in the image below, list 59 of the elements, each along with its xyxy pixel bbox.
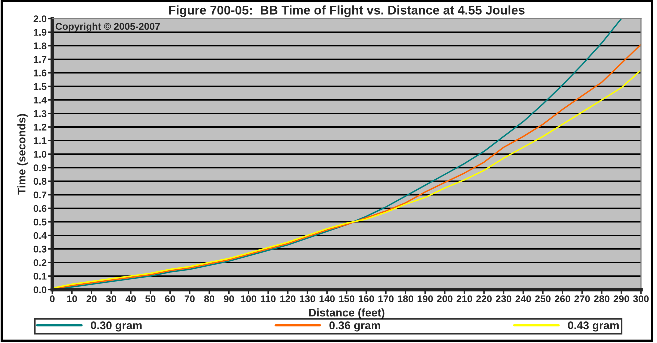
y-tick-label: 1.9 xyxy=(34,29,47,36)
y-tick-label: 1.6 xyxy=(34,70,47,77)
x-tick-label: 40 xyxy=(126,296,136,303)
x-tick-label: 230 xyxy=(496,296,512,303)
y-tick-label: 0.3 xyxy=(34,246,47,253)
x-tick-label: 160 xyxy=(359,296,374,303)
x-tick-label: 60 xyxy=(165,296,176,303)
y-tick-label: 1.3 xyxy=(34,110,47,118)
y-tick-label: 0.8 xyxy=(34,178,47,186)
y-tick-label: 0.5 xyxy=(34,218,47,226)
x-tick-label: 140 xyxy=(320,296,335,303)
x-tick-label: 260 xyxy=(554,296,570,303)
x-tick-label: 0 xyxy=(50,296,55,303)
y-tick-label: 0.2 xyxy=(34,259,47,266)
y-tick-label: 1.1 xyxy=(34,138,47,144)
y-tick-label: 0.6 xyxy=(34,205,47,212)
y-tick-label: 0.9 xyxy=(34,164,47,172)
x-tick-label: 150 xyxy=(339,296,355,303)
x-tick-label: 10 xyxy=(67,296,78,303)
y-axis-title: Time (seconds) xyxy=(18,114,28,195)
y-tick-label: 2.0 xyxy=(34,16,47,22)
y-tick-label: 1.2 xyxy=(34,124,47,131)
annotation: Copyright © 2005-2007 xyxy=(56,22,160,32)
x-tick-label: 220 xyxy=(476,296,492,303)
chart-title: Figure 700-05: BB Time of Flight vs. Distance at 4.55 Joules xyxy=(169,6,525,18)
x-tick-label: 270 xyxy=(574,296,590,303)
y-tick-label: 0.1 xyxy=(34,273,47,280)
x-tick-label: 280 xyxy=(594,296,610,303)
x-tick-label: 130 xyxy=(300,296,316,303)
x-tick-label: 80 xyxy=(204,296,215,303)
y-tick-label: 1.8 xyxy=(34,42,47,50)
legend-label: 0.30 gram xyxy=(91,322,142,332)
y-tick-label: 1.5 xyxy=(34,83,47,90)
legend-label: 0.43 gram xyxy=(568,322,619,332)
x-tick-label: 240 xyxy=(516,296,532,303)
y-tick-label: 1.0 xyxy=(34,151,47,158)
x-tick-label: 170 xyxy=(378,296,394,303)
y-tick-label: 1.7 xyxy=(34,56,47,64)
x-tick-label: 200 xyxy=(437,296,453,303)
x-tick-label: 20 xyxy=(86,296,97,303)
x-axis-title: Distance (feet) xyxy=(309,308,385,319)
x-tick-label: 100 xyxy=(241,296,256,303)
x-tick-label: 30 xyxy=(106,296,116,303)
y-tick-label: 0.4 xyxy=(34,232,47,240)
x-tick-label: 300 xyxy=(633,296,649,303)
x-tick-label: 250 xyxy=(535,296,551,303)
y-tick-label: 0.0 xyxy=(34,286,47,294)
x-tick-label: 50 xyxy=(146,296,156,303)
x-tick-label: 70 xyxy=(184,296,195,303)
y-tick-label: 1.4 xyxy=(34,96,47,104)
legend-label: 0.36 gram xyxy=(330,322,380,332)
x-tick-label: 110 xyxy=(261,296,276,303)
x-tick-label: 210 xyxy=(456,296,472,303)
x-tick-label: 190 xyxy=(418,296,434,303)
x-tick-label: 290 xyxy=(614,296,630,303)
x-tick-label: 90 xyxy=(224,296,234,303)
x-tick-label: 180 xyxy=(398,296,414,303)
y-tick-label: 0.7 xyxy=(34,192,47,199)
x-tick-label: 120 xyxy=(280,296,296,303)
